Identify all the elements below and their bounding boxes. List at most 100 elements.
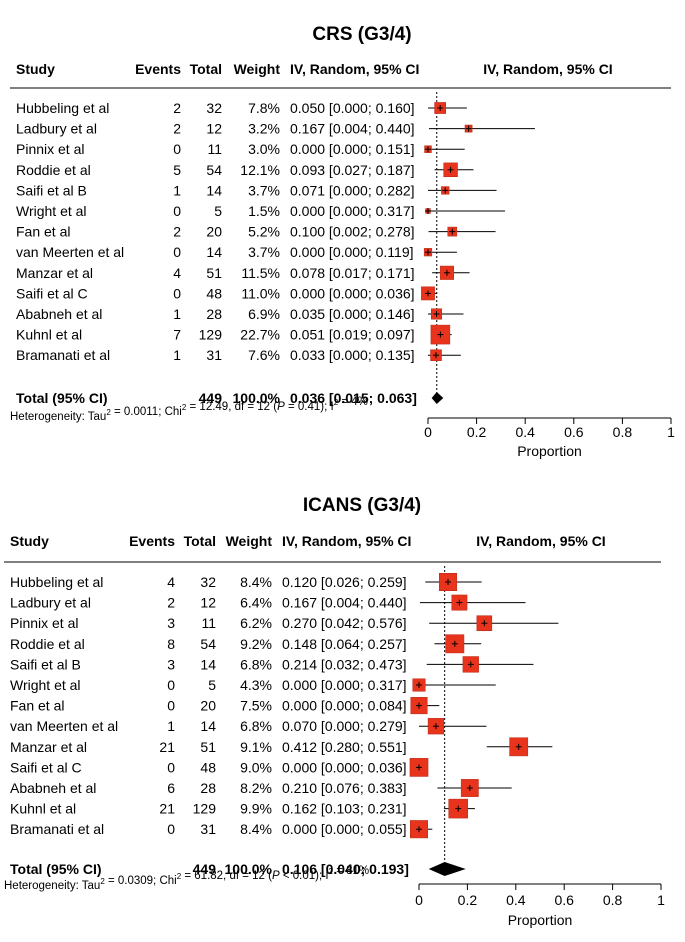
study-total: 14 xyxy=(200,656,216,672)
study-total: 31 xyxy=(200,821,216,837)
study-events: 3 xyxy=(167,656,175,672)
study-name: Fan et al xyxy=(16,224,70,240)
study-weight: 3.0% xyxy=(248,141,280,157)
study-name: Bramanati et al xyxy=(10,821,104,837)
heterogeneity-text: Heterogeneity: Tau2 = 0.0011; Chi2 = 12.… xyxy=(10,396,368,423)
study-row: Roddie et al 8 54 9.2% 0.148 [0.064; 0.257] xyxy=(10,634,482,654)
study-name: Pinnix et al xyxy=(10,615,78,631)
study-ci-text: 0.051 [0.019; 0.097] xyxy=(290,327,415,343)
study-total: 20 xyxy=(200,698,216,714)
study-weight: 9.9% xyxy=(240,801,272,817)
study-total: 32 xyxy=(200,574,216,590)
study-total: 51 xyxy=(206,265,222,281)
study-ci-text: 0.000 [0.000; 0.084] xyxy=(282,698,407,714)
heterogeneity-part: 2 xyxy=(329,867,334,876)
study-ci-text: 0.162 [0.103; 0.231] xyxy=(282,801,407,817)
study-row: Wright et al 0 5 1.5% 0.000 [0.000; 0.317] xyxy=(16,203,506,219)
study-events: 0 xyxy=(167,677,175,693)
study-name: Saifi et al C xyxy=(16,285,88,301)
study-events: 2 xyxy=(173,121,181,137)
study-weight: 8.4% xyxy=(240,821,272,837)
study-weight: 11.5% xyxy=(241,265,280,281)
heterogeneity-part: Heterogeneity: Tau xyxy=(4,880,100,892)
heterogeneity-part: 2 xyxy=(182,403,187,412)
study-row: Hubbeling et al 2 32 7.8% 0.050 [0.000; 0.16… xyxy=(16,100,467,116)
study-ci-text: 0.000 [0.000; 0.055] xyxy=(282,821,407,837)
study-events: 7 xyxy=(173,327,181,343)
pooled-ci-text: 0.106 [0.040; 0.193] xyxy=(282,861,409,877)
study-weight: 6.2% xyxy=(240,615,272,631)
study-name: Ladbury et al xyxy=(10,595,91,611)
study-name: Roddie et al xyxy=(10,636,85,652)
study-weight: 3.7% xyxy=(248,244,280,260)
column-header-plot: IV, Random, 95% CI xyxy=(476,533,605,549)
forest-panel-icans: ICANS (G3/4) Study Events Total Weight IV, Ra… xyxy=(4,495,665,928)
study-ci-text: 0.167 [0.004; 0.440] xyxy=(282,595,407,611)
pooled-total: 449 xyxy=(193,861,217,877)
study-ci-text: 0.270 [0.042; 0.576] xyxy=(282,615,407,631)
x-tick-label: 0.2 xyxy=(467,424,487,440)
study-row: Manzar et al 4 51 11.5% 0.078 [0.017; 0.171] xyxy=(16,265,470,281)
column-header-weight: Weight xyxy=(234,61,281,77)
study-events: 1 xyxy=(173,306,181,322)
study-total: 31 xyxy=(206,347,222,363)
study-ci-text: 0.000 [0.000; 0.317] xyxy=(282,677,407,693)
column-header-plot: IV, Random, 95% CI xyxy=(483,61,612,77)
heterogeneity-part: = 4% xyxy=(338,396,368,408)
study-row: Bramanati et al 1 31 7.6% 0.033 [0.000; 0.13… xyxy=(16,347,461,363)
chart-title: ICANS (G3/4) xyxy=(303,495,421,516)
column-header-study: Study xyxy=(16,61,55,77)
x-axis: 0 0.2 0.4 0.6 0.8 1 Proportion xyxy=(424,417,675,459)
column-header-study: Study xyxy=(10,533,49,549)
study-weight: 22.7% xyxy=(240,327,280,343)
x-axis: 0 0.2 0.4 0.6 0.8 1 Proportion xyxy=(415,883,665,928)
study-events: 0 xyxy=(173,285,181,301)
study-name: Manzar et al xyxy=(10,739,87,755)
chart-title: CRS (G3/4) xyxy=(312,24,411,45)
study-ci-text: 0.210 [0.076; 0.383] xyxy=(282,780,407,796)
study-row: Fan et al 2 20 5.2% 0.100 [0.002; 0.278] xyxy=(16,224,496,240)
heterogeneity-text: Heterogeneity: Tau2 = 0.0309; Chi2 = 61.… xyxy=(4,865,369,892)
study-row: Pinnix et al 0 11 3.0% 0.000 [0.000; 0.151] xyxy=(16,141,465,157)
pooled-diamond xyxy=(428,862,466,876)
study-name: Saifi et al B xyxy=(16,182,87,198)
x-tick-label: 0.4 xyxy=(506,892,526,908)
study-total: 5 xyxy=(214,203,222,219)
heterogeneity-part: = 0.0011; Chi xyxy=(111,406,182,418)
study-total: 54 xyxy=(200,636,216,652)
study-weight: 9.2% xyxy=(240,636,272,652)
study-name: Hubbeling et al xyxy=(16,100,109,116)
study-name: van Meerten et al xyxy=(10,718,118,734)
study-ci-text: 0.000 [0.000; 0.036] xyxy=(290,285,415,301)
x-tick-label: 0 xyxy=(424,424,432,440)
pooled-row: Total (95% CI) 449 100.0% 0.106 [0.040; 0.1… xyxy=(10,861,466,877)
x-axis-label: Proportion xyxy=(508,912,573,928)
x-tick-label: 0.6 xyxy=(554,892,574,908)
study-total: 14 xyxy=(206,244,222,260)
heterogeneity-part: P xyxy=(277,401,285,413)
study-weight: 4.3% xyxy=(240,677,272,693)
pooled-label: Total (95% CI) xyxy=(16,390,108,406)
study-ci-text: 0.167 [0.004; 0.440] xyxy=(290,121,415,137)
study-weight: 6.9% xyxy=(248,306,280,322)
heterogeneity-part: = 0.41); I xyxy=(285,401,334,413)
study-weight: 7.5% xyxy=(240,698,272,714)
heterogeneity-part: 2 xyxy=(100,877,105,886)
study-name: Saifi et al C xyxy=(10,759,82,775)
heterogeneity-part: 2 xyxy=(334,398,339,407)
study-total: 28 xyxy=(200,780,216,796)
study-name: Kuhnl et al xyxy=(16,327,82,343)
study-name: van Meerten et al xyxy=(16,244,124,260)
study-total: 48 xyxy=(206,285,222,301)
study-ci-text: 0.000 [0.000; 0.036] xyxy=(282,759,407,775)
study-total: 11 xyxy=(201,615,216,631)
study-name: Bramanati et al xyxy=(16,347,110,363)
heterogeneity-part: Heterogeneity: Tau xyxy=(10,411,106,423)
study-ci-text: 0.078 [0.017; 0.171] xyxy=(290,265,415,281)
study-row: van Meerten et al 1 14 6.8% 0.070 [0.000; 0.… xyxy=(10,718,487,735)
study-name: Pinnix et al xyxy=(16,141,84,157)
study-events: 3 xyxy=(167,615,175,631)
study-events: 21 xyxy=(159,739,175,755)
study-total: 28 xyxy=(206,306,222,322)
study-name: Manzar et al xyxy=(16,265,93,281)
